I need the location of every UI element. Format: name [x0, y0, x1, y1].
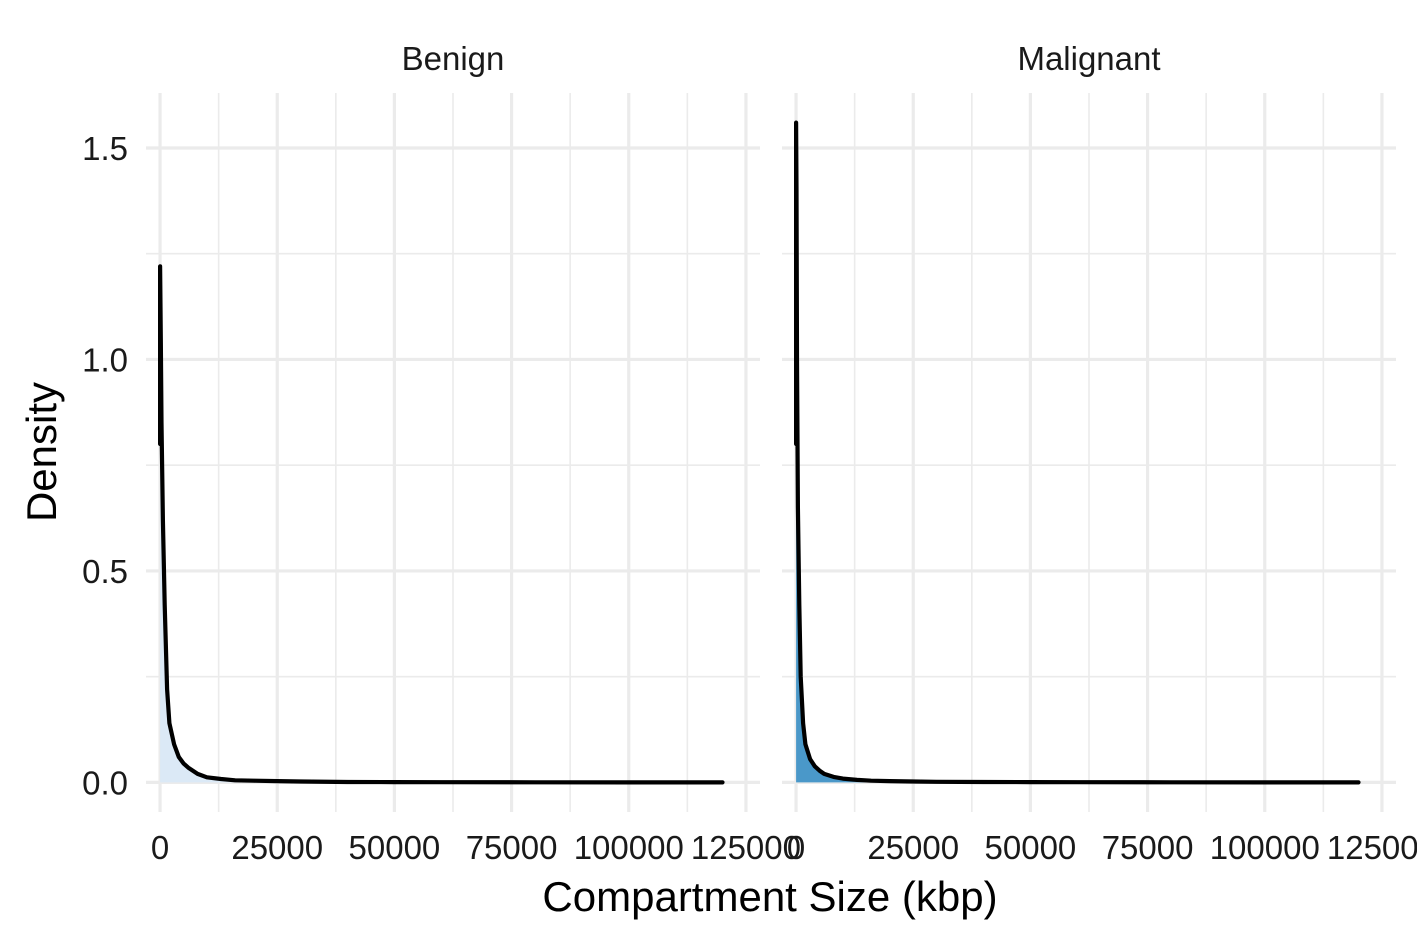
y-tick-label: 0.0 [82, 764, 128, 801]
facet-strip-label: Malignant [1017, 40, 1160, 77]
x-tick-label: 125000 [691, 829, 801, 866]
density-line [158, 264, 725, 785]
facet-strip-label: Benign [402, 40, 505, 77]
facet-panel-benign: Benign 0 25000 50000 75000 100000 125000 [146, 40, 801, 866]
x-tick-label: 0 [787, 829, 805, 866]
x-tick-label: 125000 [1327, 829, 1417, 866]
density-line [794, 120, 1361, 785]
x-tick-label: 100000 [574, 829, 684, 866]
y-tick-label: 1.5 [82, 130, 128, 167]
x-tick-label: 0 [151, 829, 169, 866]
y-axis-title: Density [18, 382, 65, 522]
x-tick-label: 50000 [349, 829, 441, 866]
x-axis-title: Compartment Size (kbp) [542, 873, 997, 920]
x-tick-label: 25000 [231, 829, 323, 866]
x-tick-label: 75000 [466, 829, 558, 866]
density-area [160, 266, 723, 783]
x-tick-label: 75000 [1102, 829, 1194, 866]
x-tick-label: 100000 [1210, 829, 1320, 866]
x-tick-label: 25000 [867, 829, 959, 866]
y-tick-label: 0.5 [82, 553, 128, 590]
density-area [796, 122, 1359, 783]
y-axis-ticks: 0.0 0.5 1.0 1.5 [82, 130, 128, 801]
y-tick-label: 1.0 [82, 341, 128, 378]
x-tick-label: 50000 [985, 829, 1077, 866]
